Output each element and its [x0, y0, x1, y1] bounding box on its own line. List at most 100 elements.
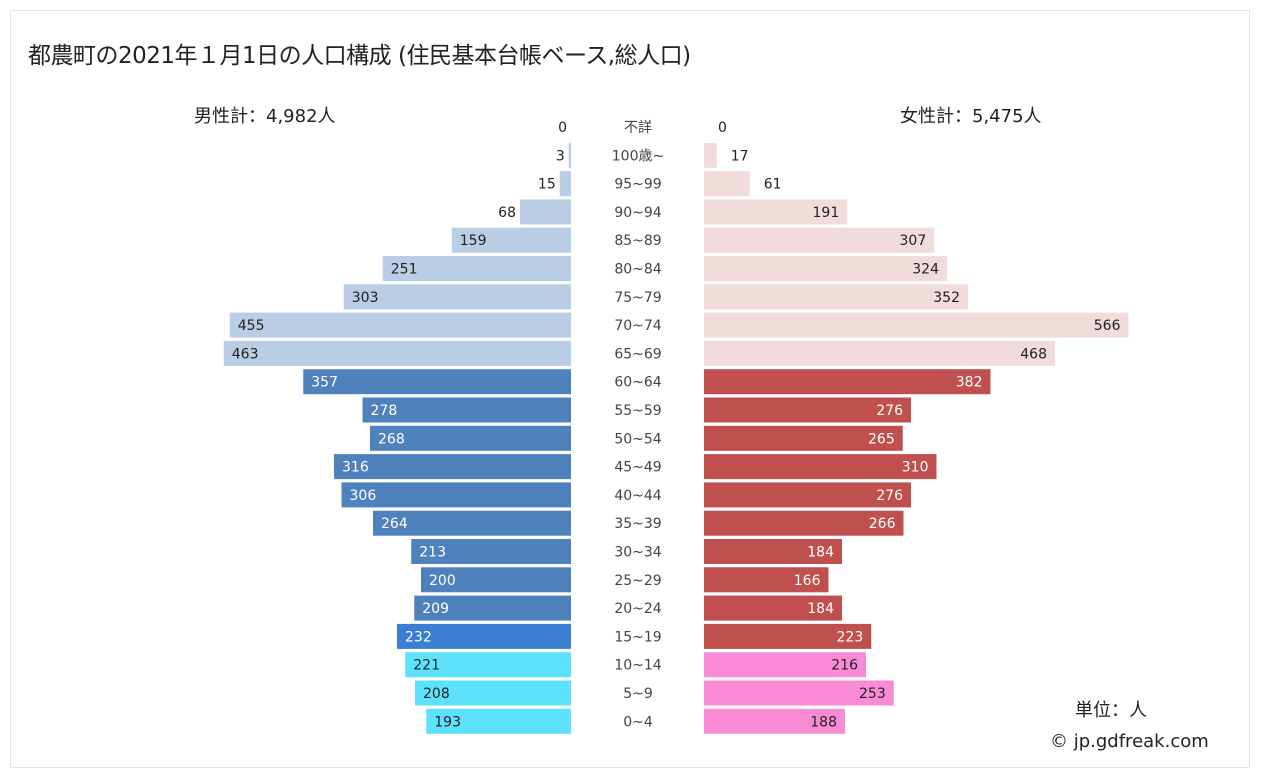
female-bar — [704, 708, 845, 734]
female-bar — [704, 680, 894, 706]
male-bar — [373, 510, 571, 536]
female-value-label: 266 — [869, 516, 896, 532]
age-label: 40~44 — [614, 488, 661, 504]
male-bar — [405, 652, 571, 678]
female-bar — [704, 340, 1055, 366]
male-value-label: 193 — [434, 714, 461, 730]
age-label: 30~34 — [614, 545, 661, 561]
male-bar — [415, 680, 571, 706]
male-value-label: 208 — [423, 686, 450, 702]
male-bar — [334, 454, 571, 480]
female-bar — [704, 256, 947, 281]
female-value-label: 216 — [831, 658, 858, 674]
age-label: 65~69 — [614, 346, 661, 362]
female-value-label: 223 — [837, 629, 864, 645]
age-label: 10~14 — [614, 658, 661, 674]
male-bar — [362, 397, 571, 423]
female-value-label: 566 — [1094, 318, 1121, 334]
female-value-label: 324 — [912, 262, 939, 278]
age-label: 70~74 — [614, 318, 661, 334]
female-bar — [704, 284, 968, 310]
female-value-label: 253 — [859, 686, 886, 702]
female-bar — [704, 425, 903, 451]
unit-label: 単位：人 — [1075, 700, 1147, 721]
female-value-label: 166 — [794, 573, 821, 589]
male-value-label: 209 — [422, 601, 449, 617]
age-label: 20~24 — [614, 601, 661, 617]
female-bar — [704, 567, 829, 593]
age-label: 0~4 — [623, 714, 653, 730]
male-bar — [559, 171, 571, 197]
female-bar — [704, 595, 842, 621]
age-label: 25~29 — [614, 573, 661, 589]
age-label: 50~54 — [614, 431, 661, 447]
age-label: 60~64 — [614, 375, 661, 391]
female-bar — [704, 171, 750, 197]
male-value-label: 213 — [419, 545, 446, 561]
male-bar — [303, 369, 571, 395]
chart-title: 都農町の2021年１月1日の人口構成 (住民基本台帳ベース,総人口) — [28, 43, 691, 69]
male-bar — [568, 142, 571, 168]
female-bar — [704, 539, 842, 564]
male-value-label: 306 — [350, 488, 377, 504]
female-bar — [704, 199, 848, 225]
male-value-label: 221 — [413, 658, 440, 674]
male-bar — [421, 567, 571, 593]
age-label: 55~59 — [614, 403, 661, 419]
female-value-label: 307 — [900, 233, 927, 249]
male-value-label: 251 — [391, 262, 418, 278]
female-bar — [704, 227, 935, 253]
male-total: 男性計：4,982人 — [194, 106, 336, 127]
female-value-label: 382 — [956, 375, 983, 391]
male-value-label: 264 — [381, 516, 408, 532]
age-label: 90~94 — [614, 205, 661, 221]
male-bar — [382, 256, 571, 281]
male-bar — [397, 623, 571, 649]
female-bar — [704, 312, 1129, 338]
female-total: 女性計：5,475人 — [900, 106, 1042, 127]
female-bar — [704, 652, 866, 678]
female-value-label: 191 — [813, 205, 840, 221]
chart-card — [10, 10, 1250, 768]
male-value-label: 200 — [429, 573, 456, 589]
male-value-label: 278 — [371, 403, 398, 419]
female-value-label: 184 — [807, 601, 834, 617]
male-value-label: 455 — [238, 318, 265, 334]
male-bar — [370, 425, 571, 451]
male-value-label: 268 — [378, 431, 405, 447]
male-value-label: 68 — [498, 205, 516, 221]
male-value-label: 316 — [342, 460, 369, 476]
male-bar — [520, 199, 571, 225]
female-value-label: 276 — [876, 488, 903, 504]
female-bar — [704, 454, 937, 480]
credit: © jp.gdfreak.com — [1050, 731, 1209, 752]
female-value-label: 352 — [933, 290, 960, 306]
female-value-label: 184 — [807, 545, 834, 561]
male-bar — [341, 482, 571, 508]
female-value-label: 17 — [731, 148, 749, 164]
male-value-label: 232 — [405, 629, 432, 645]
age-label: 45~49 — [614, 460, 661, 476]
age-label: 5~9 — [623, 686, 653, 702]
male-value-label: 463 — [232, 346, 259, 362]
male-value-label: 303 — [352, 290, 379, 306]
age-label: 不詳 — [624, 120, 652, 136]
female-value-label: 468 — [1020, 346, 1047, 362]
male-value-label: 0 — [558, 120, 567, 136]
male-value-label: 159 — [460, 233, 487, 249]
age-label: 95~99 — [614, 177, 661, 193]
age-label: 80~84 — [614, 262, 661, 278]
female-bar — [704, 397, 911, 423]
age-label: 100歳~ — [612, 148, 664, 164]
female-value-label: 265 — [868, 431, 895, 447]
female-value-label: 61 — [764, 177, 782, 193]
female-value-label: 0 — [718, 120, 727, 136]
female-value-label: 310 — [902, 460, 929, 476]
male-bar — [411, 539, 571, 564]
male-value-label: 357 — [311, 375, 338, 391]
male-bar — [229, 312, 571, 338]
male-bar — [414, 595, 571, 621]
age-label: 75~79 — [614, 290, 661, 306]
female-bar — [704, 482, 911, 508]
